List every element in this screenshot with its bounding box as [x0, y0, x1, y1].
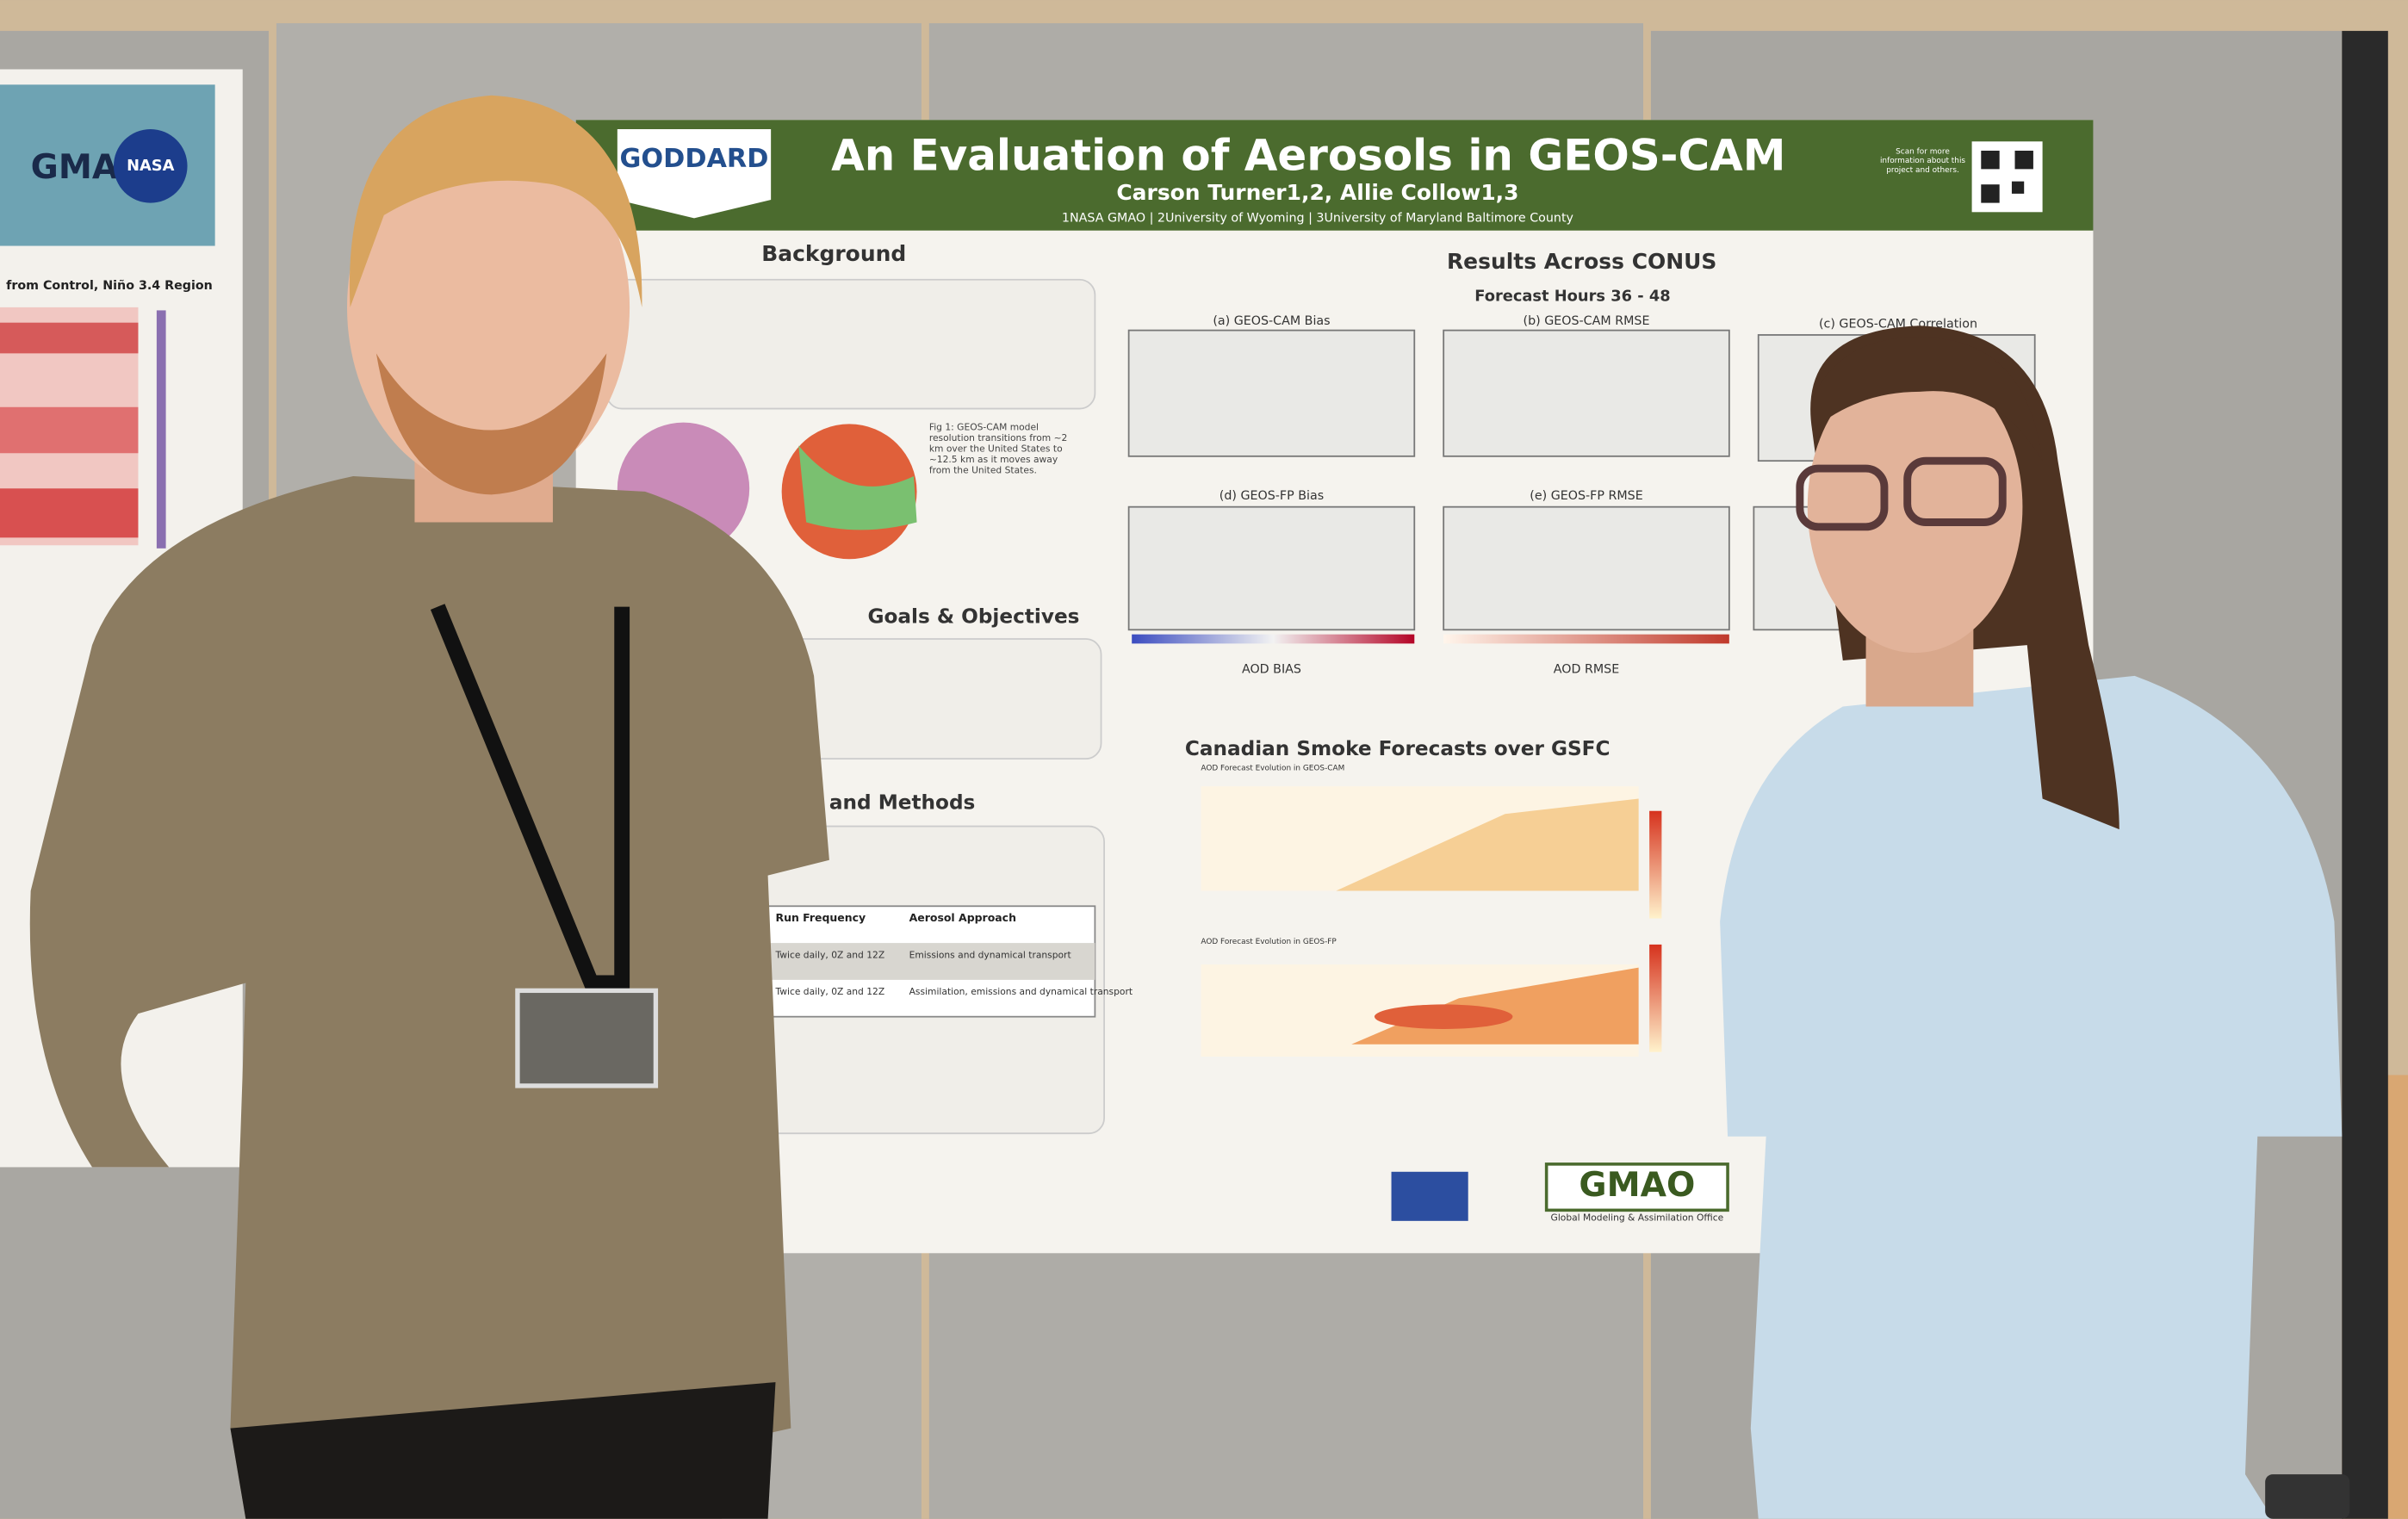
person-shirt [1720, 675, 2343, 1519]
panel-title: (d) GEOS-FP Bias [1220, 489, 1324, 503]
section-heading: Results Across CONUS [1447, 249, 1716, 274]
fig1-caption: Fig 1: GEOS-CAM model resolution transit… [928, 422, 1068, 477]
person-beard [375, 353, 607, 495]
nasa-logo: NASA [127, 157, 175, 175]
person-hair [1812, 337, 2043, 462]
heatmap-title: AOD Forecast Evolution in GEOS-CAM [1201, 764, 1344, 772]
left-chart-title: from Control, Niño 3.4 Region [6, 279, 213, 293]
person-hair [349, 95, 642, 307]
badge-holder [515, 988, 659, 1088]
qr-part [1981, 150, 2000, 170]
poster-header [575, 120, 2094, 231]
poster-affiliations: 1NASA GMAO | 2University of Wyoming | 3U… [1062, 211, 1574, 225]
nd-logo [1391, 1171, 1468, 1221]
gmao-logo: GMAO [1579, 1166, 1695, 1205]
nasa-meatball [113, 129, 188, 203]
heatmap-hotspot [1374, 1004, 1513, 1029]
heatmap-colorbar [1649, 944, 1662, 1052]
qr-note-box: Scan for more information about this pro… [1879, 147, 1966, 176]
table-cell: Assimilation, emissions and dynamical tr… [909, 986, 1133, 997]
section-subheading: Forecast Hours 36 - 48 [1474, 287, 1670, 305]
colorbar [1443, 634, 1729, 644]
heatmap-colorbar [1649, 810, 1662, 919]
section-heading: Background [761, 241, 906, 266]
goddard-logo: GODDARD [620, 144, 769, 174]
text-box [605, 278, 1096, 410]
table-cell: Twice daily, 0Z and 12Z [774, 949, 884, 960]
left-colorbar [156, 310, 166, 549]
left-chart-band [0, 406, 139, 454]
person-face [346, 126, 630, 489]
gmao-badge [1544, 1162, 1729, 1212]
section-heading: Goals & Objectives [867, 605, 1079, 629]
heatmap-title: AOD Forecast Evolution in GEOS-FP [1201, 938, 1337, 946]
table-header: Aerosol Approach [909, 911, 1016, 924]
watch [2265, 1474, 2350, 1519]
map-panel [1443, 505, 1730, 631]
section-heading: and Methods [829, 790, 975, 814]
map-panel [1443, 329, 1730, 457]
display-edge [2342, 30, 2388, 1519]
glasses [1903, 456, 2007, 526]
glasses [1796, 464, 1889, 531]
heatmap-region [1336, 798, 1639, 891]
qr-note: Scan for more information about this pro… [1879, 147, 1966, 176]
table-row-shade [767, 943, 1095, 980]
qr-part [2014, 150, 2033, 170]
lanyard [430, 604, 630, 991]
poster-title: An Evaluation of Aerosols in GEOS-CAM [831, 130, 1785, 180]
table-cell: Emissions and dynamical transport [909, 949, 1071, 960]
table-header: Run Frequency [775, 911, 866, 924]
panel-title: (a) GEOS-CAM Bias [1213, 314, 1330, 328]
colorbar [1132, 634, 1415, 644]
left-chart-band [0, 488, 139, 538]
fig1-caption-box: Fig 1: GEOS-CAM model resolution transit… [928, 422, 1068, 477]
poster-authors: Carson Turner1,2, Allie Collow1,3 [1116, 180, 1518, 205]
section-heading: Canadian Smoke Forecasts over GSFC [1185, 737, 1611, 760]
colorbar-label: AOD RMSE [1554, 663, 1619, 677]
left-chart-band [0, 322, 139, 354]
map-panel [1127, 329, 1416, 457]
gmao-text: Global Modeling & Assimilation Office [1551, 1212, 1724, 1223]
colorbar-label: AOD BIAS [1242, 663, 1301, 677]
table-cell: Twice daily, 0Z and 12Z [774, 986, 884, 997]
map-panel [1127, 505, 1416, 631]
goddard-badge [617, 129, 772, 219]
panel-title: (e) GEOS-FP RMSE [1530, 489, 1642, 503]
panel-title: (b) GEOS-CAM RMSE [1524, 314, 1650, 328]
globe-band [798, 445, 917, 530]
person-pants [230, 1382, 776, 1519]
qr-part [2011, 181, 2025, 194]
qr-part [1981, 184, 2000, 203]
person-face [1807, 361, 2023, 654]
